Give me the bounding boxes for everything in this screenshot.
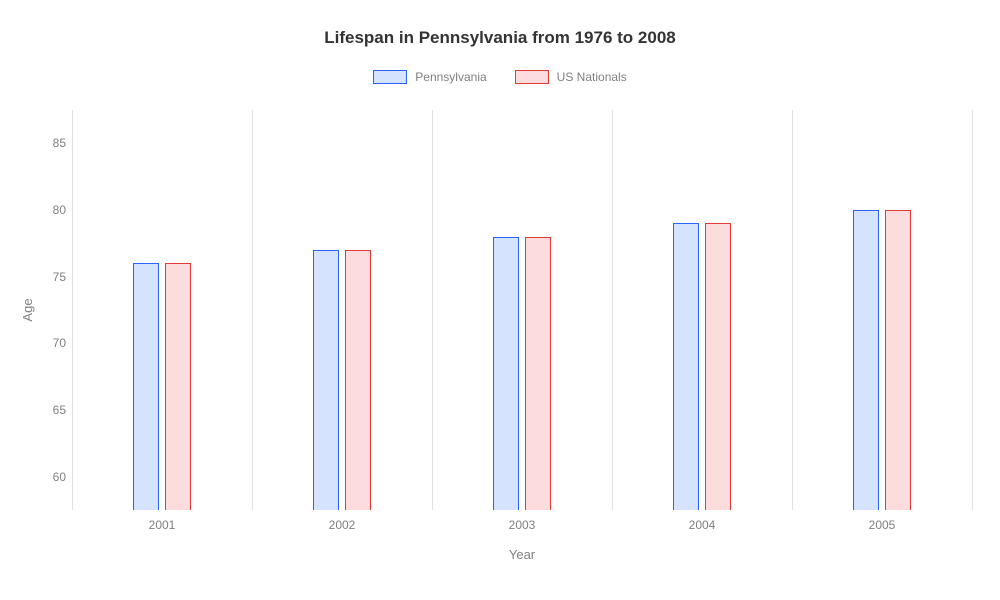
bar [705, 223, 731, 510]
bar [133, 263, 159, 510]
x-tick-label: 2003 [509, 518, 536, 532]
y-tick-label: 85 [40, 136, 66, 150]
grid-line [792, 110, 793, 510]
chart-legend: Pennsylvania US Nationals [0, 70, 1000, 84]
legend-swatch [515, 70, 549, 84]
bar [345, 250, 371, 510]
x-axis-label: Year [509, 547, 535, 562]
bar [165, 263, 191, 510]
x-tick-label: 2002 [329, 518, 356, 532]
legend-label: Pennsylvania [415, 70, 486, 84]
bar [525, 237, 551, 510]
chart-title: Lifespan in Pennsylvania from 1976 to 20… [0, 0, 1000, 48]
chart-container: Lifespan in Pennsylvania from 1976 to 20… [0, 0, 1000, 600]
grid-line [612, 110, 613, 510]
grid-line [72, 110, 73, 510]
legend-swatch [373, 70, 407, 84]
y-tick-label: 60 [40, 470, 66, 484]
bar [853, 210, 879, 510]
bar [493, 237, 519, 510]
bars-layer: 20012002200320042005 [72, 110, 972, 510]
y-tick-label: 75 [40, 270, 66, 284]
x-tick-label: 2005 [869, 518, 896, 532]
x-tick-label: 2001 [149, 518, 176, 532]
y-tick-label: 65 [40, 403, 66, 417]
grid-line [432, 110, 433, 510]
bar [673, 223, 699, 510]
y-tick-label: 80 [40, 203, 66, 217]
legend-item: Pennsylvania [373, 70, 486, 84]
y-axis-label: Age [20, 298, 35, 321]
legend-item: US Nationals [515, 70, 627, 84]
y-tick-label: 70 [40, 336, 66, 350]
bar [885, 210, 911, 510]
legend-label: US Nationals [557, 70, 627, 84]
x-tick-label: 2004 [689, 518, 716, 532]
grid-line [252, 110, 253, 510]
plot-area: 606570758085 Age Year 200120022003200420… [72, 110, 972, 510]
grid-line [972, 110, 973, 510]
bar [313, 250, 339, 510]
